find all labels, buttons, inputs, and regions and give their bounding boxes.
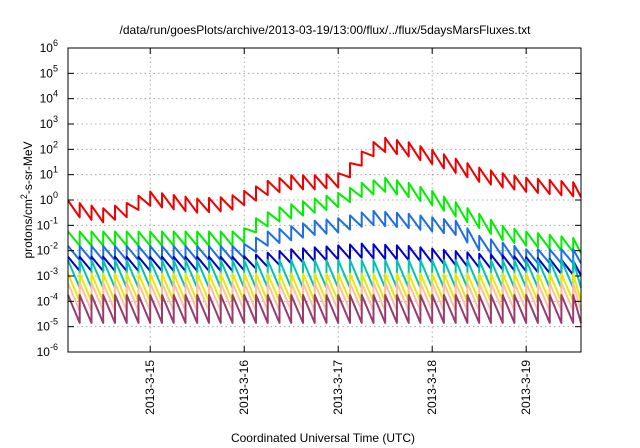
y-tick-exponent: 1 — [53, 165, 58, 175]
y-tick-label: 10-6 — [37, 342, 58, 359]
flux-series-line-2 — [67, 176, 582, 254]
y-tick-base: 10 — [40, 193, 54, 207]
y-tick-label: 10-3 — [37, 266, 58, 283]
y-tick-base: 10 — [40, 168, 54, 182]
y-axis-label: protons/cm2-s-sr-MeV — [19, 141, 35, 258]
y-tick-base: 10 — [40, 142, 54, 156]
x-tick-label: 2013-3-19 — [519, 360, 533, 415]
x-tick-label: 2013-3-15 — [143, 360, 157, 415]
y-tick-base: 10 — [37, 244, 51, 258]
y-tick-base: 10 — [37, 269, 51, 283]
flux-series-line-8 — [67, 294, 582, 324]
y-axis-ticks: 10-610-510-410-310-210-11001011021031041… — [37, 38, 581, 359]
flux-series-line-1 — [67, 136, 582, 224]
series-layer — [67, 136, 582, 324]
flux-series-line-4 — [67, 242, 582, 276]
y-tick-base: 10 — [37, 218, 51, 232]
y-tick-label: 100 — [40, 190, 58, 207]
x-tick-label: 2013-3-18 — [425, 360, 439, 415]
y-tick-exponent: -1 — [50, 215, 58, 225]
y-axis-label-suffix: -s-sr-MeV — [21, 141, 35, 194]
y-tick-exponent: -3 — [50, 266, 58, 276]
y-tick-exponent: -6 — [50, 342, 58, 352]
y-tick-exponent: 3 — [53, 114, 58, 124]
y-tick-base: 10 — [40, 92, 54, 106]
y-tick-base: 10 — [40, 66, 54, 80]
x-axis-label: Coordinated Universal Time (UTC) — [231, 431, 415, 445]
y-tick-base: 10 — [37, 345, 51, 359]
y-tick-label: 10-4 — [37, 291, 58, 308]
y-tick-exponent: 0 — [53, 190, 58, 200]
y-tick-label: 10-2 — [37, 241, 58, 258]
y-tick-exponent: -2 — [50, 241, 58, 251]
y-tick-exponent: -4 — [50, 291, 58, 301]
flux-series-line-3 — [67, 209, 582, 265]
y-tick-label: 104 — [40, 89, 58, 106]
y-axis-label-sup: 2 — [19, 194, 29, 199]
y-tick-label: 10-5 — [37, 317, 58, 334]
y-tick-base: 10 — [40, 117, 54, 131]
y-tick-label: 10-1 — [37, 215, 58, 232]
y-tick-label: 103 — [40, 114, 58, 131]
chart-title: /data/run/goesPlots/archive/2013-03-19/1… — [120, 23, 532, 37]
x-tick-label: 2013-3-17 — [331, 360, 345, 415]
x-tick-label: 2013-3-16 — [237, 360, 251, 415]
y-tick-exponent: 5 — [53, 63, 58, 73]
y-tick-exponent: 2 — [53, 139, 58, 149]
y-tick-base: 10 — [37, 294, 51, 308]
y-axis-label-prefix: protons/cm — [21, 199, 35, 258]
y-tick-base: 10 — [40, 41, 54, 55]
y-tick-label: 105 — [40, 63, 58, 80]
y-tick-label: 106 — [40, 38, 58, 55]
y-tick-label: 102 — [40, 139, 58, 156]
y-tick-exponent: 6 — [53, 38, 58, 48]
y-tick-exponent: 4 — [53, 89, 58, 99]
y-tick-exponent: -5 — [50, 317, 58, 327]
x-axis-ticks: 2013-3-15 2013-3-16 2013-3-17 2013-3-18 2013… — [143, 48, 533, 415]
y-tick-base: 10 — [37, 320, 51, 334]
y-tick-label: 101 — [40, 165, 58, 182]
